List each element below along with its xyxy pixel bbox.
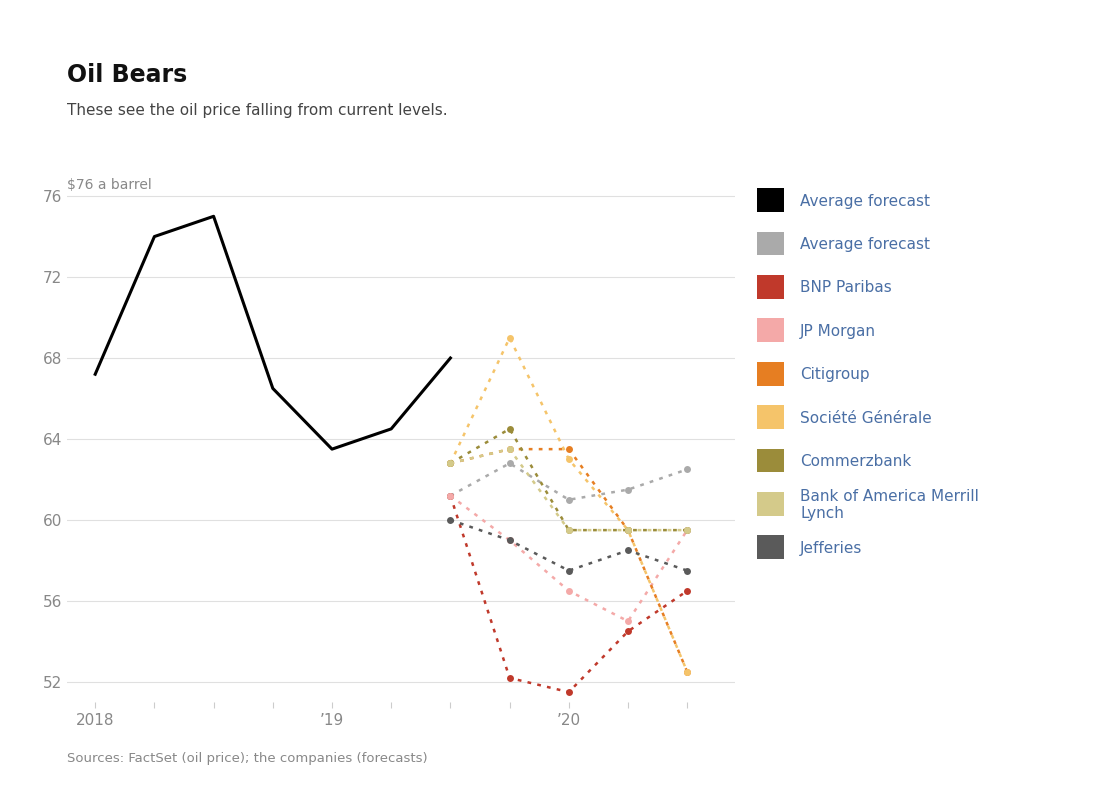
FancyBboxPatch shape [757, 406, 784, 429]
Text: BNP Paribas: BNP Paribas [800, 280, 892, 296]
Text: Jefferies: Jefferies [800, 540, 863, 556]
FancyBboxPatch shape [757, 318, 784, 342]
Text: Société Générale: Société Générale [800, 410, 932, 426]
FancyBboxPatch shape [757, 361, 784, 386]
Text: Sources: FactSet (oil price); the companies (forecasts): Sources: FactSet (oil price); the compan… [67, 753, 427, 765]
Text: Oil Bears: Oil Bears [67, 63, 187, 87]
Text: Citigroup: Citigroup [800, 367, 870, 383]
FancyBboxPatch shape [757, 188, 784, 212]
FancyBboxPatch shape [757, 536, 784, 559]
Text: Average forecast: Average forecast [800, 193, 930, 209]
Text: $76 a barrel: $76 a barrel [67, 178, 151, 192]
Text: Bank of America Merrill
Lynch: Bank of America Merrill Lynch [800, 488, 979, 522]
FancyBboxPatch shape [757, 232, 784, 256]
Text: Commerzbank: Commerzbank [800, 454, 912, 469]
FancyBboxPatch shape [757, 448, 784, 473]
Text: JP Morgan: JP Morgan [800, 323, 876, 339]
Text: These see the oil price falling from current levels.: These see the oil price falling from cur… [67, 103, 447, 118]
FancyBboxPatch shape [757, 492, 784, 516]
Text: Average forecast: Average forecast [800, 237, 930, 252]
FancyBboxPatch shape [757, 275, 784, 299]
